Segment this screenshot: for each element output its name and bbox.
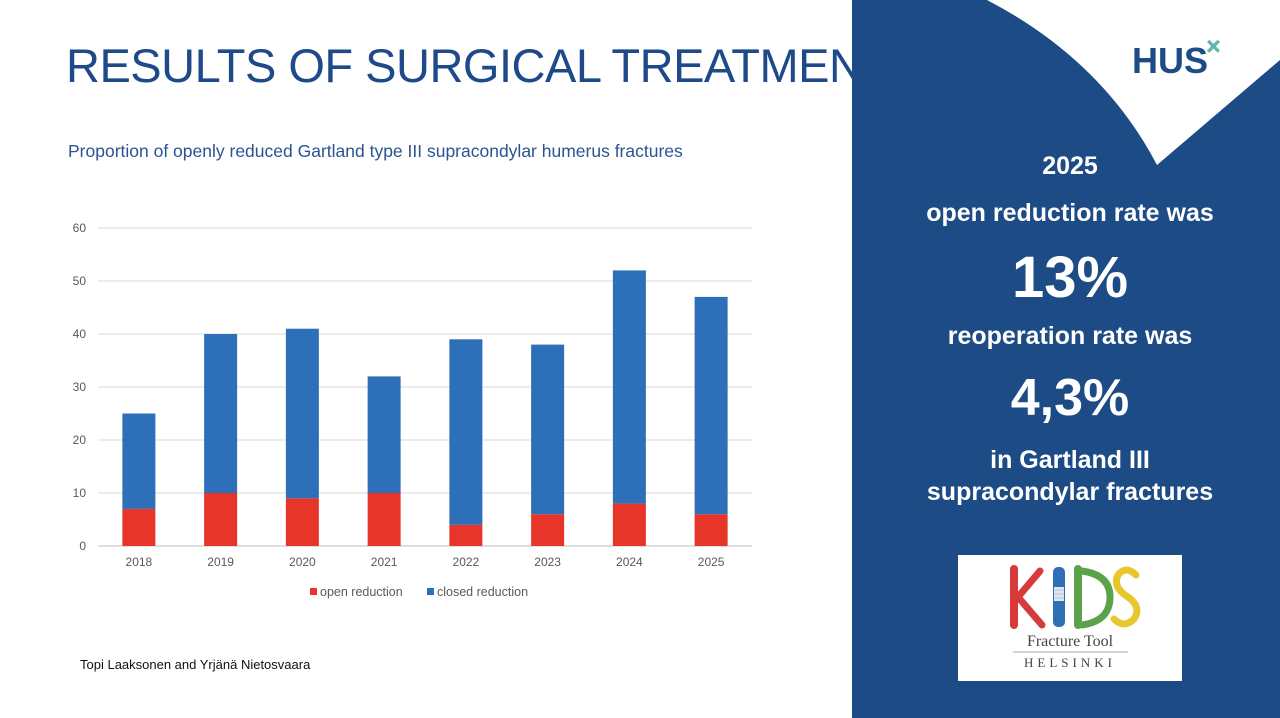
chart-bars: [122, 270, 728, 546]
x-tick-label: 2020: [289, 555, 316, 569]
y-tick-label: 30: [73, 380, 87, 394]
summary-panel: HUS + 2025 open reduction rate was 13% r…: [852, 0, 1280, 718]
x-tick-label: 2019: [207, 555, 234, 569]
chart-subtitle: Proportion of openly reduced Gartland ty…: [68, 141, 683, 161]
bar-open-reduction-2023: [531, 514, 565, 546]
x-tick-label: 2024: [616, 555, 643, 569]
bar-closed-reduction-2021: [367, 376, 401, 493]
chart-gridlines: [98, 227, 752, 547]
bar-closed-reduction-2023: [531, 344, 565, 515]
x-tick-label: 2025: [698, 555, 725, 569]
chart-legend: open reduction closed reduction: [310, 585, 528, 599]
bar-closed-reduction-2024: [612, 270, 646, 504]
y-axis-ticks: 0 10 20 30 40 50 60: [73, 221, 87, 553]
hus-logo: HUS: [1132, 40, 1209, 81]
x-tick-label: 2023: [534, 555, 561, 569]
x-axis-ticks: 2018 2019 2020 2021 2022 2023 2024 2025: [126, 555, 725, 569]
bar-open-reduction-2025: [694, 514, 728, 546]
kids-letter-s: [1110, 566, 1141, 628]
x-tick-label: 2018: [126, 555, 153, 569]
y-tick-label: 0: [79, 539, 86, 553]
bar-closed-reduction-2022: [449, 339, 483, 525]
y-tick-label: 20: [73, 433, 87, 447]
kids-fracture-tool-logo: Fracture Tool HELSINKI: [958, 555, 1182, 681]
bar-open-reduction-2022: [449, 524, 483, 546]
bar-closed-reduction-2019: [204, 334, 238, 493]
legend-swatch: [427, 588, 434, 595]
summary-line-gartland: in Gartland III: [990, 446, 1150, 474]
kids-letter-d: [1074, 565, 1114, 629]
kids-letters-graphic: [1010, 565, 1141, 653]
bar-open-reduction-2019: [204, 493, 238, 546]
open-reduction-rate-value: 13%: [1011, 245, 1129, 310]
kids-logo-city: HELSINKI: [1024, 655, 1116, 670]
bar-open-reduction-2018: [122, 508, 156, 546]
x-tick-label: 2021: [371, 555, 398, 569]
bar-closed-reduction-2018: [122, 413, 156, 509]
kids-letter-k: [1010, 565, 1046, 629]
bar-open-reduction-2024: [612, 503, 646, 546]
legend-label: open reduction: [320, 585, 403, 599]
y-tick-label: 50: [73, 274, 87, 288]
legend-swatch: [310, 588, 317, 595]
bar-open-reduction-2021: [367, 493, 401, 546]
summary-line-fractures: supracondylar fractures: [926, 478, 1214, 506]
kids-logo-caption: Fracture Tool: [1026, 633, 1114, 650]
y-tick-label: 40: [73, 327, 87, 341]
summary-year: 2025: [1042, 152, 1098, 180]
legend-label: closed reduction: [437, 585, 528, 599]
y-tick-label: 60: [73, 221, 87, 235]
kids-letter-i: [1053, 567, 1065, 627]
x-tick-label: 2022: [453, 555, 480, 569]
bar-closed-reduction-2025: [694, 296, 728, 515]
y-tick-label: 10: [73, 486, 87, 500]
bar-closed-reduction-2020: [285, 328, 319, 499]
bar-open-reduction-2020: [285, 498, 319, 546]
summary-line-open-reduction: open reduction rate was: [926, 199, 1214, 227]
slide-title: RESULTS OF SURGICAL TREATMENT: [66, 39, 891, 92]
summary-line-reoperation: reoperation rate was: [947, 322, 1193, 350]
author-credit: Topi Laaksonen and Yrjänä Nietosvaara: [80, 657, 311, 672]
reoperation-rate-value: 4,3%: [1010, 369, 1130, 427]
white-wave-shape: [987, 0, 1280, 165]
